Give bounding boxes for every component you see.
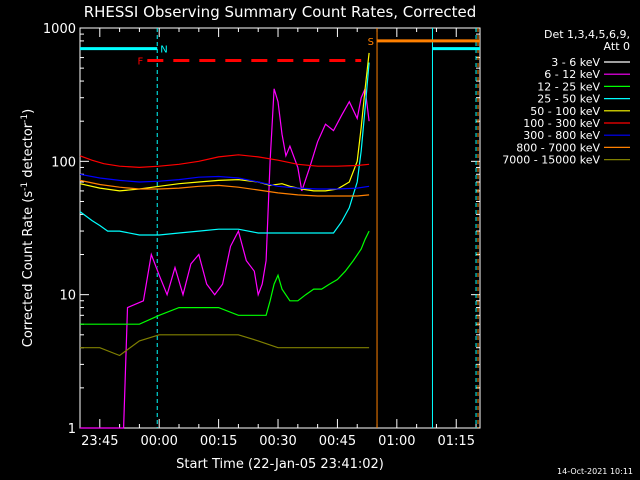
x-tick-label: 01:00 — [378, 434, 415, 449]
y-tick-label: 1000 — [43, 22, 76, 37]
series-line — [79, 173, 370, 190]
legend-label: 100 - 300 keV — [523, 117, 600, 130]
series-line — [79, 179, 370, 197]
x-tick-label: 23:45 — [81, 434, 118, 449]
legend-label: 7000 - 15000 keV — [502, 154, 600, 167]
interval-label: N — [160, 45, 167, 56]
legend-label: 6 - 12 keV — [544, 68, 600, 81]
y-tick-label: 1 — [68, 422, 76, 437]
x-tick-label: 01:15 — [438, 434, 475, 449]
y-tick-label: 100 — [51, 155, 76, 170]
series-line — [79, 62, 370, 236]
series-line — [79, 52, 370, 192]
legend-label: 12 - 25 keV — [537, 80, 600, 93]
x-axis: 23:45 00:00 00:15 00:30 00:45 01:00 01:15 — [79, 28, 477, 449]
interval-bars: N F S — [80, 37, 480, 68]
data-series — [79, 52, 370, 429]
legend-header-line2: Att 0 — [604, 40, 630, 53]
series-line — [79, 154, 370, 169]
legend-label: 3 - 6 keV — [551, 56, 600, 69]
interval-label: S — [368, 37, 374, 48]
x-axis-title: Start Time (22-Jan-05 23:41:02) — [176, 457, 384, 472]
x-tick-label: 00:15 — [200, 434, 237, 449]
legend-label: 25 - 50 keV — [537, 93, 600, 106]
plot-frame — [79, 27, 481, 429]
legend-label: 50 - 100 keV — [530, 105, 600, 118]
legend-label: 300 - 800 keV — [523, 129, 600, 142]
x-tick-label: 00:00 — [140, 434, 177, 449]
x-tick-label: 00:45 — [319, 434, 356, 449]
interval-label: F — [138, 57, 144, 68]
legend-header-line1: Det 1,3,4,5,6,9, — [544, 28, 630, 41]
legend-label: 800 - 7000 keV — [516, 141, 600, 154]
series-line — [80, 334, 370, 357]
timestamp: 14-Oct-2021 10:11 — [557, 467, 633, 476]
chart-title: RHESSI Observing Summary Count Rates, Co… — [84, 3, 477, 21]
series-line — [80, 86, 370, 429]
series-line — [146, 122, 370, 337]
vertical-markers — [156, 28, 479, 428]
x-tick-label: 00:30 — [259, 434, 296, 449]
y-axis-title: Corrected Count Rate (s-1 detector-1) — [20, 109, 36, 347]
y-tick-label: 10 — [59, 289, 76, 304]
series-line — [80, 230, 370, 325]
